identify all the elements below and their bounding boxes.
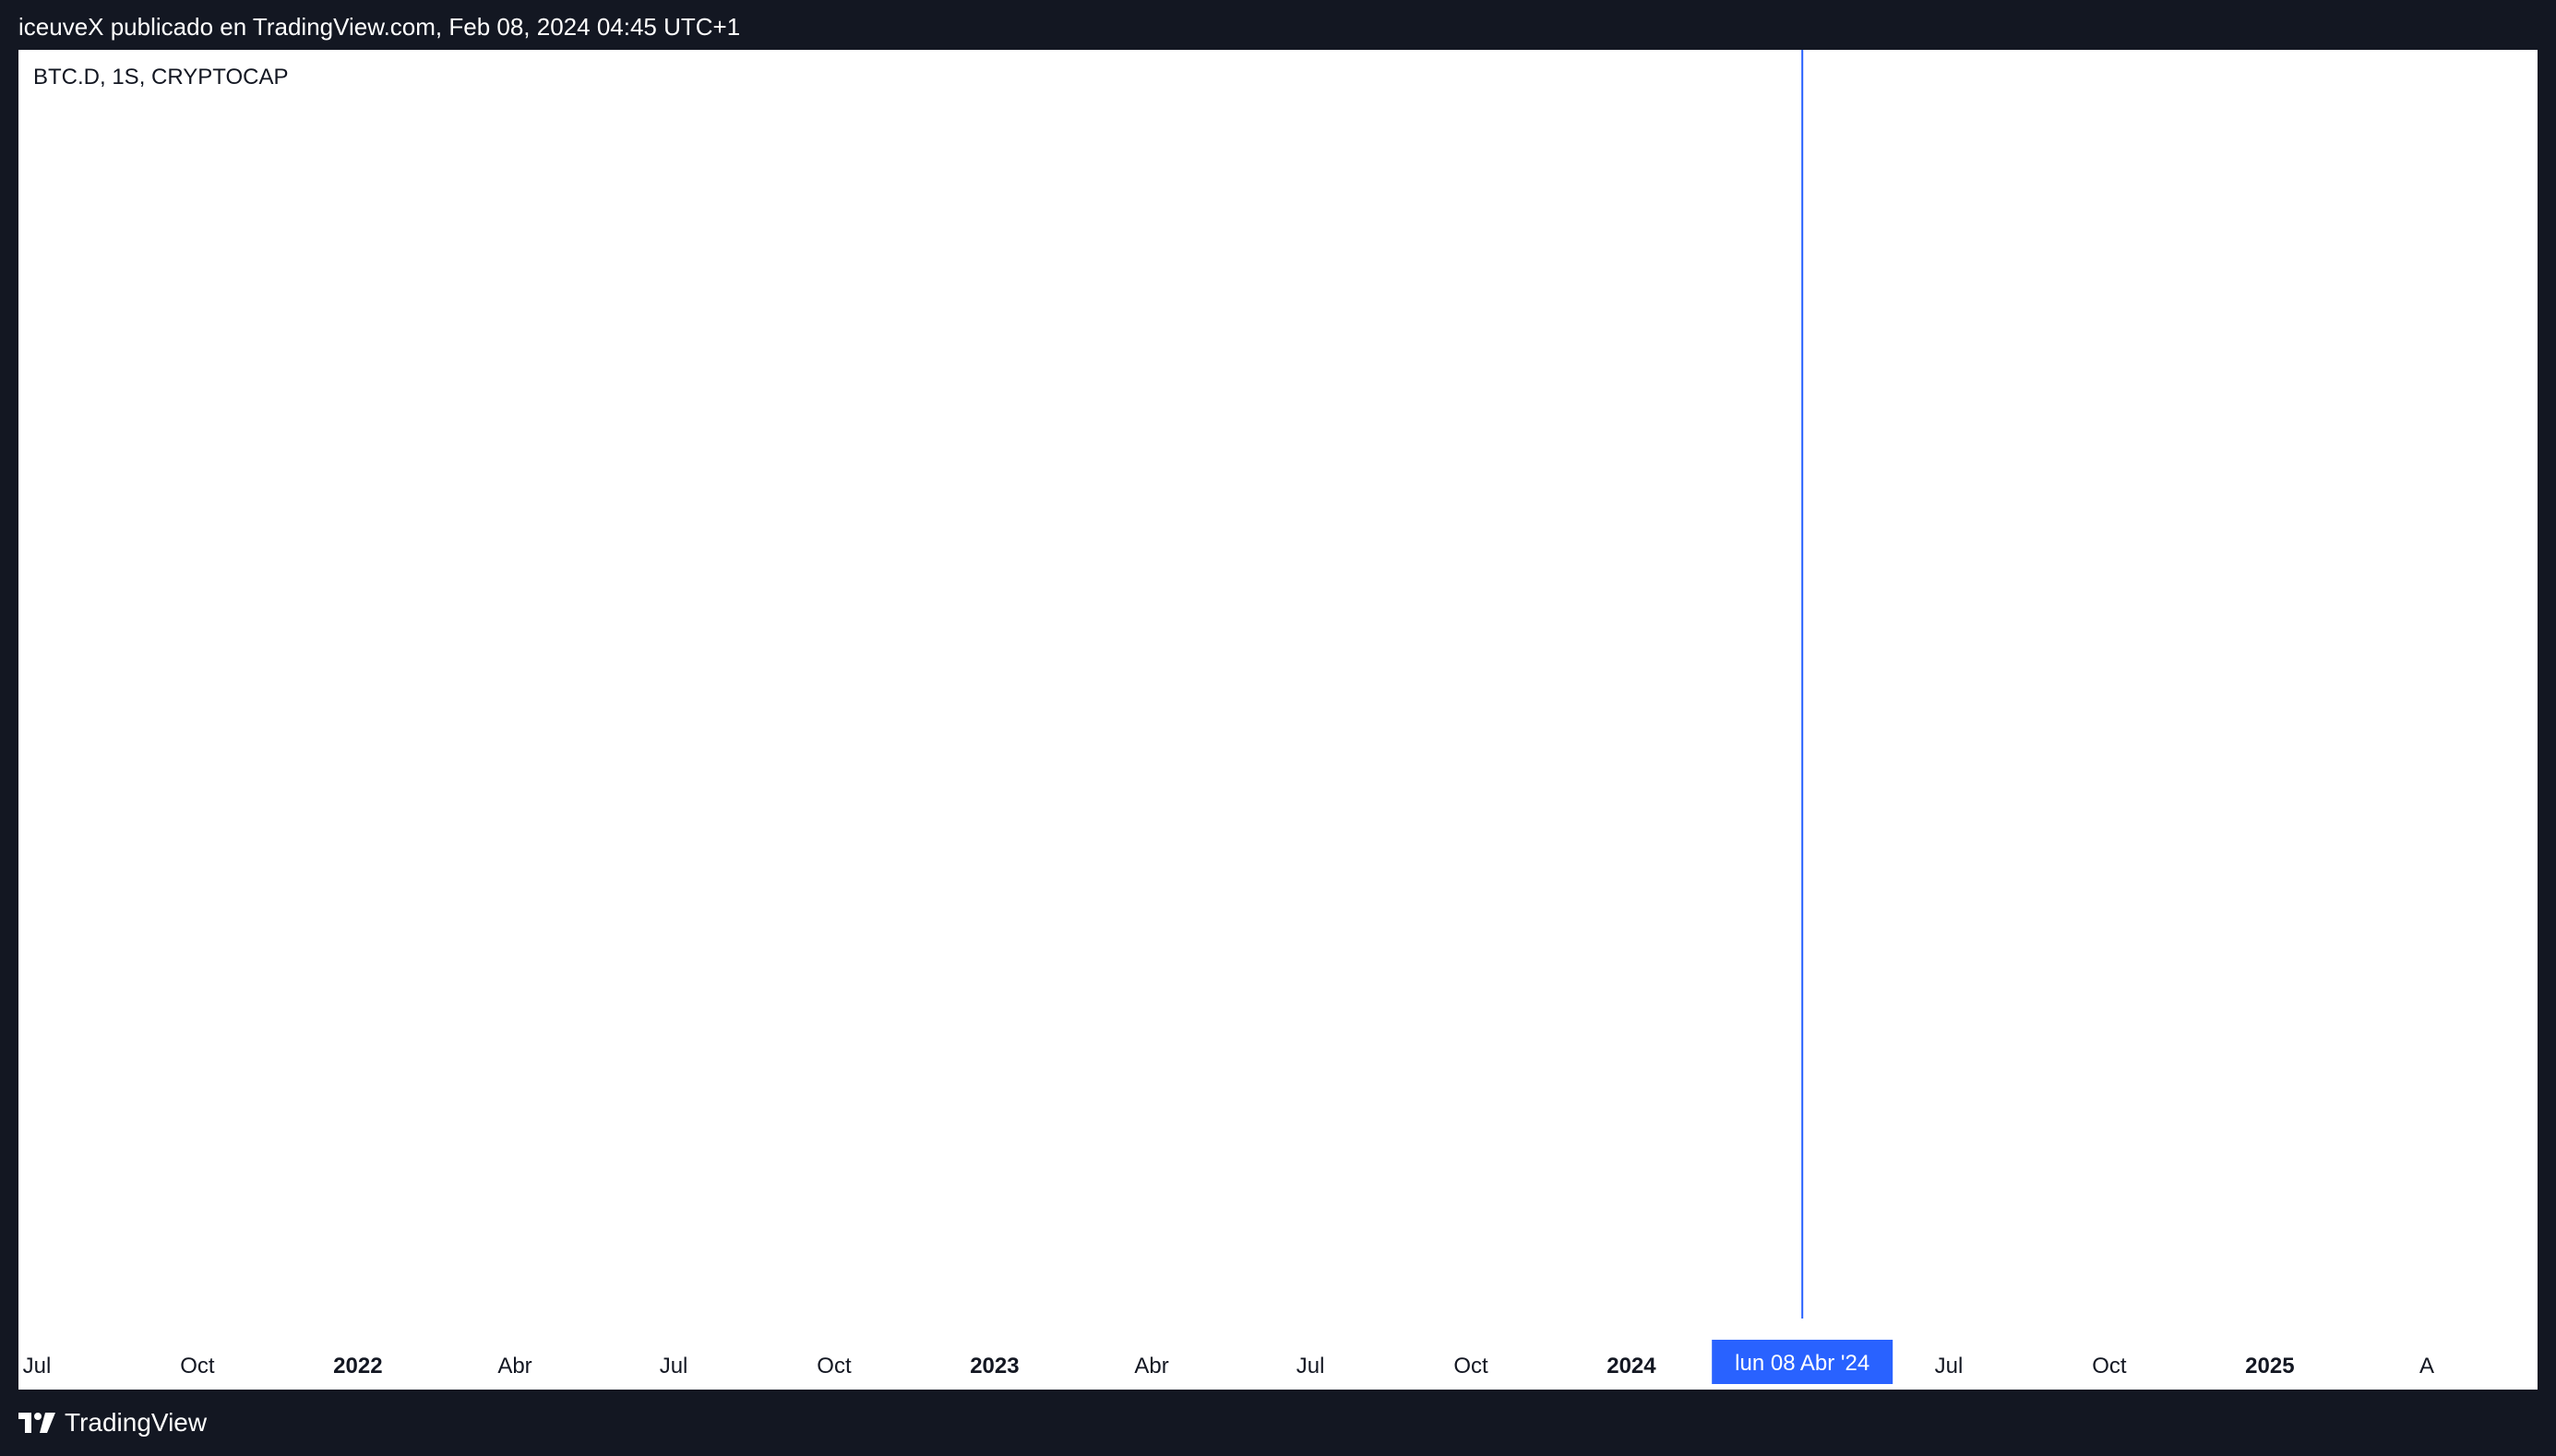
x-axis-tick-label: A <box>2419 1354 2434 1378</box>
x-axis-tick-label: Abr <box>497 1354 532 1378</box>
x-axis-tick-label: Oct <box>180 1354 215 1378</box>
x-axis-tick-label: Oct <box>817 1354 852 1378</box>
crosshair-date-label: lun 08 Abr '24 <box>1735 1351 1869 1376</box>
chart-area[interactable]: 64.00%62.00%60.00%58.00%56.00%54.00%50.0… <box>18 50 2538 1390</box>
crosshair-date-label-bg <box>1712 1340 1893 1384</box>
x-axis-tick-label: Jul <box>23 1354 52 1378</box>
candlestick-chart[interactable]: 64.00%62.00%60.00%58.00%56.00%54.00%50.0… <box>18 50 2538 1390</box>
x-axis-tick-label: 2023 <box>970 1354 1019 1378</box>
x-axis-tick-label: Jul <box>660 1354 688 1378</box>
x-axis-tick-label: Oct <box>2092 1354 2127 1378</box>
bottom-bar: TradingView <box>0 1390 2556 1456</box>
x-axis-tick-label: Abr <box>1134 1354 1168 1378</box>
x-axis-tick-label: 2024 <box>1606 1354 1656 1378</box>
tradingview-logo-icon <box>18 1413 55 1433</box>
tradingview-logo[interactable]: TradingView <box>18 1408 207 1438</box>
x-axis-tick-label: Oct <box>1453 1354 1488 1378</box>
publish-caption: iceuveX publicado en TradingView.com, Fe… <box>18 13 741 41</box>
x-axis-tick-label: 2022 <box>333 1354 382 1378</box>
x-axis-tick-label: Jul <box>1935 1354 1964 1378</box>
x-axis-tick-label: Jul <box>1296 1354 1325 1378</box>
symbol-info[interactable]: BTC.D, 1S, CRYPTOCAP <box>33 65 289 90</box>
x-axis-tick-label: 2025 <box>2245 1354 2294 1378</box>
brand-name: TradingView <box>65 1408 208 1437</box>
top-bar: iceuveX publicado en TradingView.com, Fe… <box>0 0 2556 50</box>
